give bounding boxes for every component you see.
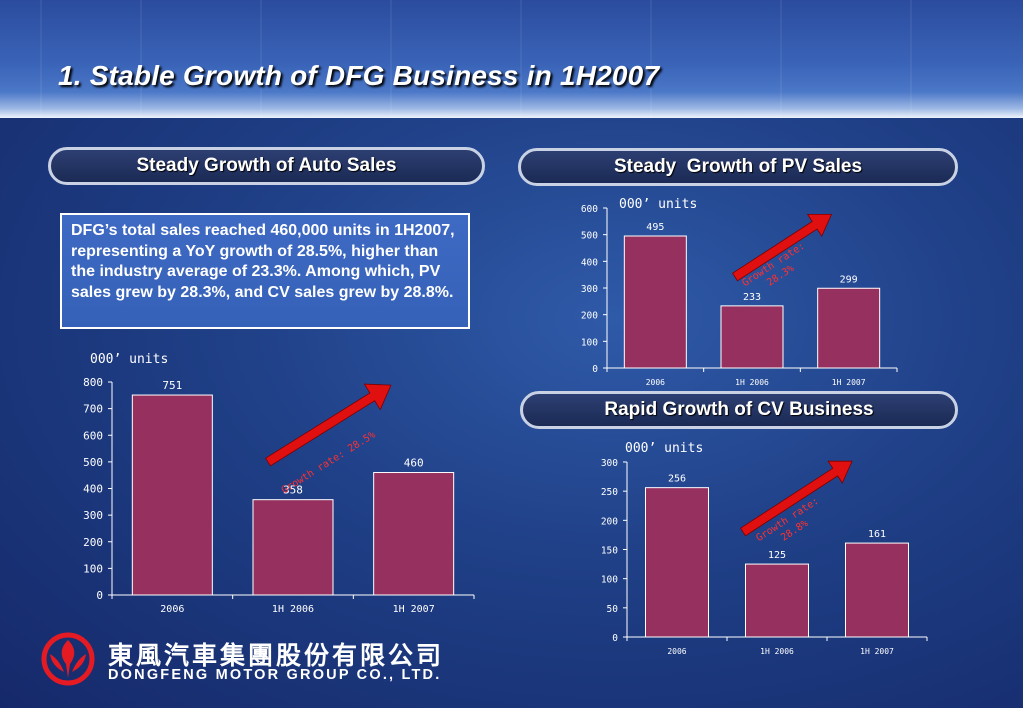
y-tick-label: 100	[601, 575, 618, 586]
data-label: 751	[162, 379, 182, 392]
growth-arrow	[739, 460, 853, 537]
bar	[373, 472, 455, 596]
bar	[817, 287, 881, 369]
pv-sales-chart: 000’ units 0 100 200 300 400 500 600 495 2006 233 1…	[581, 197, 898, 387]
y-tick-label: 100	[83, 562, 103, 575]
x-tick-label: 2006	[646, 378, 665, 387]
y-tick-label: 150	[601, 546, 618, 557]
unit-label: 000’ units	[619, 197, 697, 212]
y-tick-label: 300	[83, 509, 103, 522]
x-tick-label: 1H 2006	[760, 647, 794, 656]
cv-business-heading: Rapid Growth of CV Business	[520, 391, 958, 429]
growth-arrow	[731, 213, 833, 282]
x-tick-label: 1H 2006	[272, 604, 314, 615]
bar	[720, 305, 784, 369]
y-tick-label: 600	[83, 429, 103, 442]
bar	[645, 487, 709, 638]
y-tick-label: 700	[83, 403, 103, 416]
bar	[845, 542, 909, 638]
summary-text: DFG’s total sales reached 460,000 units …	[60, 213, 470, 329]
data-label: 233	[743, 292, 761, 303]
bar	[745, 563, 809, 638]
company-name-english: DONGFENG MOTOR GROUP CO., LTD.	[108, 667, 442, 683]
x-tick-label: 1H 2007	[860, 647, 894, 656]
auto-sales-chart: 000’ units 0 100 200 300 400 500 600 700 800 751 20…	[83, 352, 475, 615]
data-label: 125	[768, 550, 786, 561]
header-band	[0, 0, 1023, 118]
y-tick-label: 500	[83, 456, 103, 469]
bar	[623, 235, 687, 369]
pv-sales-heading: Steady Growth of PV Sales	[518, 148, 958, 186]
x-tick-label: 2006	[667, 647, 686, 656]
y-tick-label: 200	[83, 536, 103, 549]
growth-annotation: Growth rate: 28.5%	[280, 430, 378, 497]
y-tick-label: 0	[96, 589, 103, 602]
x-tick-label: 1H 2007	[393, 604, 435, 615]
growth-arrow	[265, 383, 392, 467]
bar	[131, 394, 213, 596]
y-tick-label: 300	[581, 284, 598, 295]
data-label: 299	[840, 274, 858, 285]
y-tick-label: 200	[601, 516, 618, 527]
growth-arrow-shape	[265, 383, 392, 467]
growth-annotation-line: Growth rate: 28.5%	[280, 430, 378, 497]
y-tick-label: 100	[581, 337, 598, 348]
y-tick-label: 0	[592, 364, 598, 375]
unit-label: 000’ units	[90, 352, 168, 367]
y-tick-label: 200	[581, 311, 598, 322]
y-tick-label: 0	[612, 633, 618, 644]
data-label: 161	[868, 529, 886, 540]
bar	[252, 499, 334, 596]
slide-title: 1. Stable Growth of DFG Business in 1H20…	[58, 60, 660, 91]
x-tick-label: 2006	[160, 604, 184, 615]
company-logo: 東風汽車集團股份有限公司 DONGFENG MOTOR GROUP CO., L…	[38, 632, 458, 686]
company-name-chinese: 東風汽車集團股份有限公司	[108, 641, 445, 670]
y-tick-label: 500	[581, 231, 598, 242]
unit-label: 000’ units	[625, 441, 703, 456]
x-tick-label: 1H 2007	[832, 378, 866, 387]
x-tick-label: 1H 2006	[735, 378, 769, 387]
data-label: 256	[668, 474, 686, 485]
dongfeng-logo-icon	[41, 632, 95, 686]
y-tick-label: 50	[607, 604, 619, 615]
data-label: 358	[283, 484, 303, 497]
y-tick-label: 600	[581, 204, 598, 215]
cv-business-chart: 000’ units 0 50 100 150 200 250 300 256 2006 125 1H…	[601, 441, 928, 656]
auto-sales-heading: Steady Growth of Auto Sales	[48, 147, 485, 185]
y-tick-label: 400	[83, 483, 103, 496]
y-tick-label: 800	[83, 376, 103, 389]
y-tick-label: 300	[601, 458, 618, 469]
growth-arrow-shape	[731, 213, 833, 282]
data-label: 495	[646, 222, 664, 233]
y-tick-label: 250	[601, 487, 618, 498]
growth-arrow-shape	[739, 460, 853, 537]
data-label: 460	[404, 457, 424, 470]
y-tick-label: 400	[581, 257, 598, 268]
